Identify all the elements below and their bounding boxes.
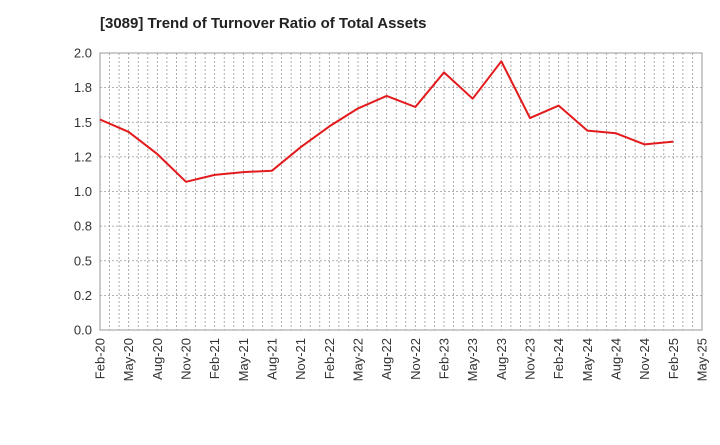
x-tick-label: Nov-20: [179, 338, 194, 380]
x-tick-label: Nov-21: [293, 338, 308, 380]
x-tick-label: Aug-24: [609, 338, 624, 380]
x-tick-label: May-23: [465, 338, 480, 381]
y-tick-label: 0.5: [74, 253, 92, 268]
y-tick-label: 2.0: [74, 46, 92, 61]
x-tick-label: Nov-22: [408, 338, 423, 380]
y-tick-label: 0.8: [74, 219, 92, 234]
x-tick-label: May-21: [236, 338, 251, 381]
gridlines: [100, 53, 702, 330]
x-tick-label: Aug-20: [150, 338, 165, 380]
y-axis-ticks: 0.0 0.2 0.5 0.8 1.0 1.2 1.5 1.8 2.0: [74, 46, 92, 338]
x-tick-label: May-24: [580, 338, 595, 381]
chart-title: [3089] Trend of Turnover Ratio of Total …: [100, 15, 426, 32]
x-tick-label: Feb-20: [93, 338, 108, 379]
x-axis-ticks: Feb-20 May-20 Aug-20 Nov-20 Feb-21 May-21 Aug-…: [93, 338, 710, 381]
x-tick-label: Feb-23: [437, 338, 452, 379]
y-tick-label: 0.0: [74, 323, 92, 338]
x-tick-label: Nov-23: [523, 338, 538, 380]
x-tick-label: Aug-22: [379, 338, 394, 380]
x-tick-label: Feb-21: [207, 338, 222, 379]
y-tick-label: 0.2: [74, 288, 92, 303]
y-tick-label: 1.8: [74, 80, 92, 95]
x-tick-label: Feb-22: [322, 338, 337, 379]
x-tick-label: Nov-24: [637, 338, 652, 380]
x-tick-label: Aug-23: [494, 338, 509, 380]
x-tick-label: Aug-21: [265, 338, 280, 380]
x-tick-label: May-20: [121, 338, 136, 381]
y-tick-label: 1.2: [74, 149, 92, 164]
y-tick-label: 1.5: [74, 115, 92, 130]
x-tick-label: May-25: [695, 338, 710, 381]
x-tick-label: Feb-24: [551, 338, 566, 379]
x-tick-label: May-22: [351, 338, 366, 381]
y-tick-label: 1.0: [74, 184, 92, 199]
x-tick-label: Feb-25: [666, 338, 681, 379]
